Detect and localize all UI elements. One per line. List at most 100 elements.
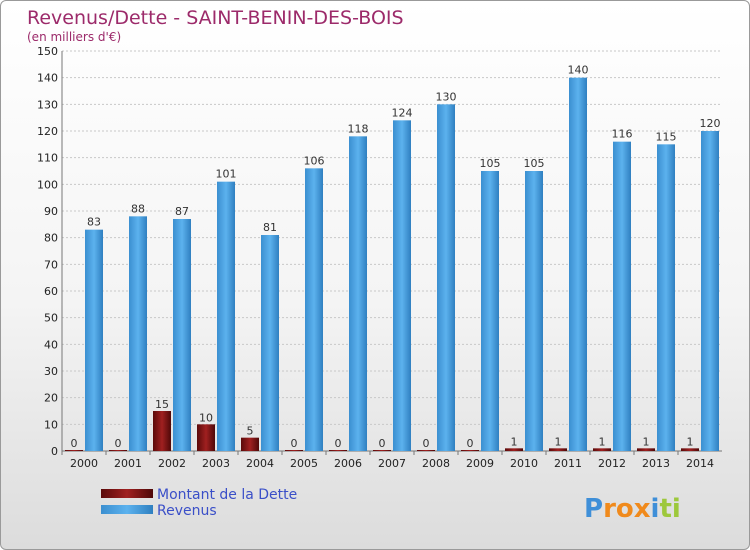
x-tick-label: 2011	[554, 457, 582, 470]
y-tick-label: 100	[37, 178, 58, 191]
y-tick-label: 10	[44, 418, 58, 431]
bar-dette-2006	[329, 450, 347, 451]
legend: Montant de la Dette Revenus	[101, 487, 297, 519]
chart-subtitle: (en milliers d'€)	[27, 30, 121, 44]
y-tick-label: 20	[44, 392, 58, 405]
bar-dette-2012	[593, 448, 611, 451]
bar-revenus-2001	[129, 216, 147, 451]
y-tick-label: 80	[44, 232, 58, 245]
bar-revenus-2009	[481, 171, 499, 451]
bar-revenus-2005	[305, 168, 323, 452]
x-tick-label: 2010	[510, 457, 538, 470]
bars: 0830881587101015810106011801240130010511…	[65, 64, 721, 452]
value-label-dette: 1	[511, 435, 518, 448]
value-label-revenus: 81	[263, 221, 277, 234]
bar-dette-2014	[681, 448, 699, 451]
y-tick-label: 40	[44, 338, 58, 351]
bar-revenus-2013	[657, 144, 675, 452]
bar-dette-2002	[153, 411, 171, 451]
bar-dette-2011	[549, 448, 567, 451]
y-tick-label: 50	[44, 312, 58, 325]
value-label-revenus: 101	[216, 168, 237, 181]
bar-dette-2000	[65, 450, 83, 451]
legend-label-revenus: Revenus	[157, 503, 217, 519]
value-label-dette: 0	[71, 437, 78, 450]
bar-dette-2001	[109, 450, 127, 451]
value-label-revenus: 105	[524, 157, 545, 170]
value-label-revenus: 116	[612, 128, 633, 141]
value-label-dette: 10	[199, 411, 213, 424]
logo-letter: i	[672, 494, 681, 524]
x-tick-label: 2006	[334, 457, 362, 470]
x-tick-label: 2009	[466, 457, 494, 470]
bar-revenus-2008	[437, 104, 455, 451]
value-label-revenus: 87	[175, 205, 189, 218]
value-label-revenus: 115	[656, 130, 677, 143]
bar-revenus-2014	[701, 131, 719, 451]
value-label-revenus: 118	[348, 122, 369, 135]
y-tick-label: 110	[37, 152, 58, 165]
bar-revenus-2002	[173, 219, 191, 451]
bar-revenus-2003	[217, 181, 235, 451]
logo-letter: o	[616, 494, 634, 524]
value-label-revenus: 83	[87, 216, 101, 229]
bar-revenus-2000	[85, 229, 103, 451]
y-tick-label: 30	[44, 365, 58, 378]
logo-letter: x	[634, 494, 651, 524]
chart-title: Revenus/Dette - SAINT-BENIN-DES-BOIS	[27, 7, 404, 29]
y-tick-label: 60	[44, 285, 58, 298]
y-tick-label: 130	[37, 98, 58, 111]
x-tick-label: 2012	[598, 457, 626, 470]
value-label-dette: 1	[599, 435, 606, 448]
value-label-dette: 5	[247, 425, 254, 438]
value-label-revenus: 130	[436, 90, 457, 103]
x-tick-label: 2001	[114, 457, 142, 470]
x-tick-label: 2005	[290, 457, 318, 470]
grid-lines	[61, 50, 722, 452]
x-tick-label: 2000	[70, 457, 98, 470]
bar-revenus-2007	[393, 120, 411, 451]
x-tick-label: 2002	[158, 457, 186, 470]
y-axis-ticks: 0 10 20 30 40 50 60 70 80 90 100 110 120 130 140 150	[37, 45, 58, 458]
bar-revenus-2012	[613, 141, 631, 451]
bar-dette-2007	[373, 450, 391, 451]
legend-label-debt: Montant de la Dette	[157, 487, 297, 503]
bar-dette-2013	[637, 448, 655, 451]
x-tick-label: 2014	[686, 457, 714, 470]
bar-dette-2003	[197, 424, 215, 451]
x-tick-label: 2003	[202, 457, 230, 470]
logo-letter: P	[584, 494, 603, 524]
y-tick-label: 150	[37, 45, 58, 58]
x-tick-label: 2004	[246, 457, 274, 470]
value-label-revenus: 140	[568, 64, 589, 77]
bar-dette-2004	[241, 437, 259, 451]
y-tick-label: 90	[44, 205, 58, 218]
bar-dette-2008	[417, 450, 435, 451]
value-label-dette: 0	[335, 437, 342, 450]
bar-revenus-2006	[349, 136, 367, 452]
bar-dette-2009	[461, 450, 479, 451]
x-tick-label: 2013	[642, 457, 670, 470]
value-label-revenus: 106	[304, 154, 325, 167]
value-label-dette: 0	[291, 437, 298, 450]
value-label-dette: 0	[467, 437, 474, 450]
y-tick-label: 140	[37, 72, 58, 85]
bar-revenus-2004	[261, 235, 279, 451]
bar-dette-2005	[285, 450, 303, 451]
legend-swatch-debt	[101, 489, 153, 498]
bar-revenus-2010	[525, 171, 543, 451]
value-label-revenus: 120	[700, 117, 721, 130]
value-label-revenus: 124	[392, 106, 413, 119]
value-label-revenus: 88	[131, 202, 145, 215]
value-label-dette: 1	[555, 435, 562, 448]
value-label-dette: 1	[643, 435, 650, 448]
proxiti-logo: Proxiti	[584, 494, 681, 524]
x-axis-ticks: 2000 2001 2002 2003 2004 2005 2006 2007 2008 2009…	[61, 451, 714, 470]
logo-letter: i	[651, 494, 660, 524]
x-tick-label: 2008	[422, 457, 450, 470]
y-tick-label: 0	[51, 445, 58, 458]
y-tick-label: 120	[37, 125, 58, 138]
bar-dette-2010	[505, 448, 523, 451]
